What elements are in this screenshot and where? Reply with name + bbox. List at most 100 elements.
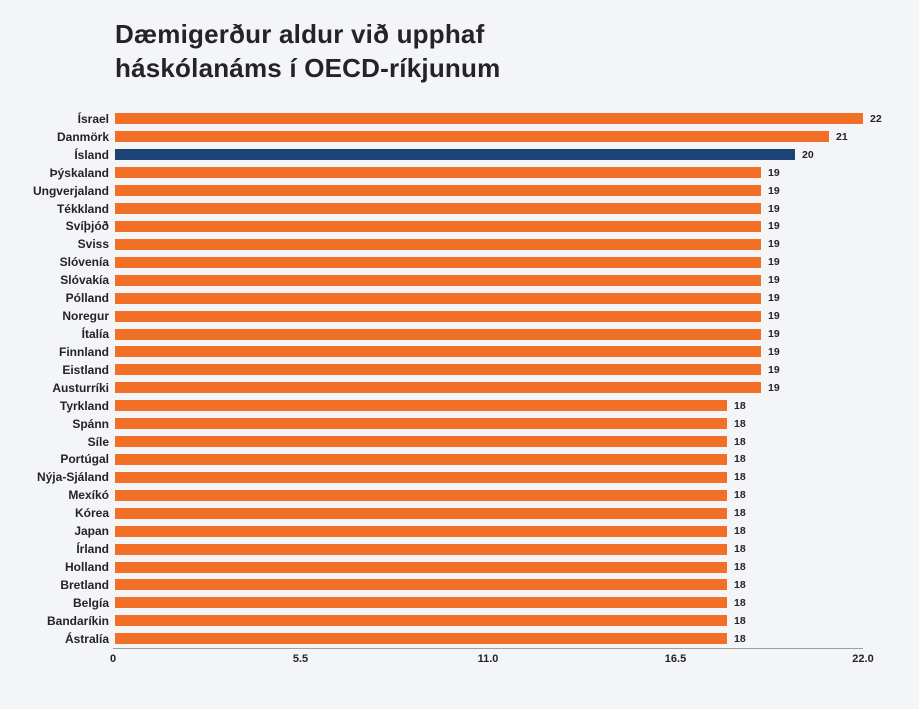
x-axis-line <box>113 648 863 649</box>
country-label: Holland <box>65 560 109 574</box>
country-label: Svíþjóð <box>65 219 109 234</box>
bar-row: Bretland 18 <box>0 576 919 594</box>
value-label: 19 <box>768 328 780 341</box>
bar <box>115 633 727 645</box>
value-label: 19 <box>768 345 780 358</box>
bar <box>115 185 761 197</box>
bar-row: Ungverjaland 19 <box>0 182 919 200</box>
country-label: Síle <box>87 434 109 449</box>
value-label: 19 <box>768 310 780 323</box>
bar-track: 19 <box>115 328 863 341</box>
value-label: 18 <box>734 507 746 520</box>
bar-highlight <box>115 149 795 161</box>
bar-row: Portúgal 18 <box>0 451 919 469</box>
bar <box>115 256 761 268</box>
bar-track: 19 <box>115 238 863 251</box>
bar-track: 18 <box>115 615 863 627</box>
country-label: Eistland <box>62 362 109 377</box>
value-label: 19 <box>768 238 780 251</box>
bar-track: 18 <box>115 507 863 520</box>
bar <box>115 597 727 609</box>
bar-row: Tékkland 19 <box>0 200 919 218</box>
x-axis-ticks: 0 5.5 11.0 16.5 22.0 <box>109 653 874 669</box>
bar-track: 19 <box>115 310 863 323</box>
value-label: 18 <box>734 578 746 591</box>
bar-track: 19 <box>115 381 863 394</box>
bar-row: Slóvenía 19 <box>0 253 919 271</box>
bar-track: 19 <box>115 203 863 215</box>
bar-track: 18 <box>115 596 863 609</box>
bar <box>115 274 761 286</box>
bar <box>115 328 761 340</box>
country-label: Tékkland <box>56 201 109 216</box>
country-label: Ísland <box>74 147 109 162</box>
value-label: 18 <box>734 417 746 430</box>
value-label: 18 <box>734 471 746 484</box>
bar-track: 19 <box>115 345 863 358</box>
value-label: 19 <box>768 292 780 305</box>
bar-track: 18 <box>115 525 863 537</box>
bar-rows: Ísrael 22 Danmörk 21 Ísland 20 Þýskaland 19 Ungv… <box>0 110 919 648</box>
bar-track: 19 <box>115 220 863 233</box>
chart-title-line2: háskólanáms í OECD-ríkjunum <box>115 53 501 83</box>
country-label: Danmörk <box>56 129 109 144</box>
bar-row: Bandaríkin 18 <box>0 612 919 630</box>
x-tick-label: 5.5 <box>292 653 309 665</box>
bar <box>115 364 761 376</box>
value-label: 18 <box>734 561 746 573</box>
bar-track: 18 <box>115 471 863 484</box>
bar-row: Þýskaland 19 <box>0 164 919 182</box>
value-label: 19 <box>768 184 780 197</box>
bar-track: 20 <box>115 149 863 161</box>
country-label: Írland <box>76 542 109 557</box>
country-label: Noregur <box>62 309 109 324</box>
bar-row: Belgía 18 <box>0 594 919 612</box>
bar <box>115 543 727 555</box>
bar-track: 19 <box>115 256 863 268</box>
bar <box>115 310 761 322</box>
bar-track: 22 <box>115 113 882 125</box>
bar-track: 18 <box>115 543 863 555</box>
bar <box>115 453 727 465</box>
bar <box>115 131 829 143</box>
country-label: Austurríki <box>52 380 109 395</box>
x-tick-label: 11.0 <box>477 653 499 665</box>
value-label: 22 <box>870 112 882 125</box>
country-label: Nýja-Sjáland <box>36 470 109 485</box>
value-label: 19 <box>768 381 780 394</box>
bar-row: Nýja-Sjáland 18 <box>0 468 919 486</box>
country-label: Finnland <box>59 344 109 359</box>
bar-row: Sviss 19 <box>0 235 919 253</box>
value-label: 19 <box>768 220 780 233</box>
x-tick-label: 22.0 <box>852 653 874 665</box>
country-label: Tyrkland <box>59 398 109 413</box>
bar-row: Danmörk 21 <box>0 128 919 146</box>
value-label: 19 <box>768 363 780 376</box>
country-label: Bretland <box>60 577 109 592</box>
bar-track: 18 <box>115 436 863 448</box>
country-label: Sviss <box>77 237 109 252</box>
bar <box>115 507 727 519</box>
bar <box>115 220 761 232</box>
bar-row: Ástralía 18 <box>0 630 919 648</box>
bar-row: Japan 18 <box>0 522 919 540</box>
value-label: 18 <box>734 596 746 609</box>
value-label: 18 <box>734 453 746 466</box>
chart-title-line1: Dæmigerður aldur við upphaf <box>115 19 485 49</box>
bar-track: 18 <box>115 453 863 466</box>
bar <box>115 561 727 573</box>
bar-track: 18 <box>115 489 863 501</box>
bar <box>115 113 863 125</box>
country-label: Ástralía <box>64 631 109 646</box>
country-label: Pólland <box>65 291 109 306</box>
bar-track: 19 <box>115 167 863 179</box>
x-tick-label: 0 <box>109 653 117 665</box>
country-label: Þýskaland <box>49 165 109 180</box>
bar-row: Síle 18 <box>0 433 919 451</box>
bar-row: Tyrkland 18 <box>0 397 919 415</box>
bar-row: Finnland 19 <box>0 343 919 361</box>
bar <box>115 579 727 591</box>
country-label: Ungverjaland <box>32 183 109 198</box>
country-label: Slóvakía <box>60 273 109 288</box>
bar <box>115 238 761 250</box>
